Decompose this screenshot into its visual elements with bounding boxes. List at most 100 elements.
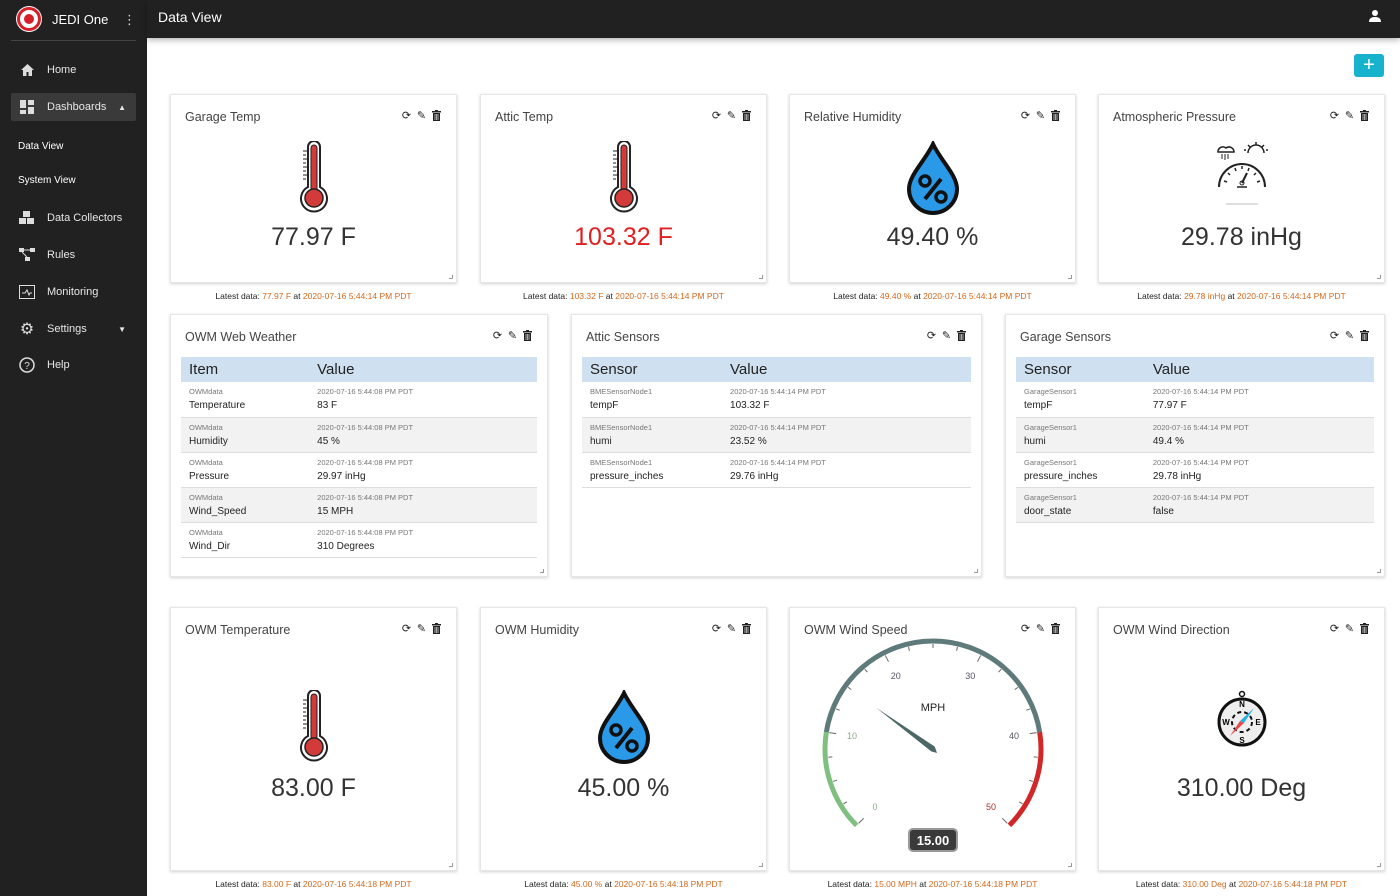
latest-at: at: [913, 291, 921, 301]
edit-pencil-icon[interactable]: ✎: [726, 622, 737, 635]
resize-handle[interactable]: [540, 569, 544, 573]
latest-time: 2020-07-16 5:44:18 PM PDT: [928, 879, 1038, 889]
refresh-icon[interactable]: ⟳: [492, 329, 503, 342]
sidebar-item-system-view[interactable]: System View: [18, 175, 76, 186]
trash-icon[interactable]: [741, 622, 752, 634]
trash-icon[interactable]: [1359, 622, 1370, 634]
gauge-unit: MPH: [921, 702, 946, 714]
edit-pencil-icon[interactable]: ✎: [941, 329, 952, 342]
sidebar-item-label: Data Collectors: [47, 212, 123, 224]
trash-icon[interactable]: [1359, 329, 1370, 341]
sidebar-item-rules[interactable]: Rules: [11, 241, 136, 269]
gauge-tick-label: 50: [986, 802, 996, 812]
gauge-tick-label: 0: [873, 802, 878, 812]
sidebar-item-help[interactable]: ? Help: [11, 351, 136, 379]
latest-at: at: [1228, 879, 1237, 889]
resize-handle[interactable]: [759, 863, 763, 867]
trash-icon[interactable]: [741, 109, 752, 121]
edit-pencil-icon[interactable]: ✎: [1344, 622, 1355, 635]
svg-text:W: W: [1222, 718, 1230, 727]
drop-icon: [481, 690, 766, 764]
edit-pencil-icon[interactable]: ✎: [1035, 109, 1046, 122]
latest-label: Latest data:: [523, 291, 568, 301]
row-source: OWMdata: [189, 422, 223, 432]
refresh-icon[interactable]: ⟳: [401, 622, 412, 635]
sidebar-item-data-collectors[interactable]: Data Collectors: [11, 204, 136, 232]
row-value: 23.52 %: [730, 435, 767, 447]
row-source: GarageSensor1: [1024, 457, 1077, 467]
card-owm-web-weather: OWM Web Weather ⟳ ✎ Item Value OWMdata Temper…: [170, 314, 548, 577]
resize-handle[interactable]: [1377, 863, 1381, 867]
edit-pencil-icon[interactable]: ✎: [507, 329, 518, 342]
brand[interactable]: JEDI One: [16, 6, 108, 32]
refresh-icon[interactable]: ⟳: [1329, 109, 1340, 122]
trash-icon[interactable]: [1050, 109, 1061, 121]
trash-icon[interactable]: [431, 109, 442, 121]
kebab-menu-icon[interactable]: ⋮: [123, 12, 136, 27]
sidebar: JEDI One ⋮ Home Dashboards ▲ Data View Sys…: [0, 0, 147, 896]
row-name: pressure_inches: [1024, 470, 1098, 482]
edit-pencil-icon[interactable]: ✎: [726, 109, 737, 122]
edit-pencil-icon[interactable]: ✎: [1344, 109, 1355, 122]
card-title: Garage Sensors: [1020, 330, 1112, 344]
add-widget-button[interactable]: +: [1354, 54, 1384, 77]
row-time: 2020-07-16 5:44:14 PM PDT: [730, 387, 826, 396]
sidebar-item-data-view[interactable]: Data View: [18, 141, 64, 152]
column-header: Item: [181, 357, 310, 382]
metric-value: 77.97 F: [271, 223, 356, 251]
caret-down-icon: ▼: [118, 324, 126, 334]
svg-text:?: ?: [24, 361, 30, 372]
refresh-icon[interactable]: ⟳: [1329, 622, 1340, 635]
gauge-tick: [998, 668, 1002, 673]
edit-pencil-icon[interactable]: ✎: [416, 109, 427, 122]
trash-icon[interactable]: [956, 329, 967, 341]
user-icon[interactable]: [1368, 9, 1382, 23]
row-time: 2020-07-16 5:44:14 PM PDT: [1152, 422, 1249, 432]
gauge-tick: [977, 655, 982, 662]
trash-icon[interactable]: [1050, 622, 1061, 634]
edit-pencil-icon[interactable]: ✎: [1035, 622, 1046, 635]
sidebar-item-monitoring[interactable]: Monitoring: [11, 278, 136, 306]
home-icon: [19, 62, 35, 78]
latest-label: Latest data:: [827, 879, 872, 889]
trash-icon[interactable]: [522, 329, 533, 341]
resize-handle[interactable]: [449, 863, 453, 867]
card-atmospheric-pressure: Atmospheric Pressure ⟳ ✎ 29.78 inHg: [1098, 94, 1385, 283]
gauge-needle: [876, 707, 937, 753]
refresh-icon[interactable]: ⟳: [926, 329, 937, 342]
resize-handle[interactable]: [449, 275, 453, 279]
refresh-icon[interactable]: ⟳: [1020, 622, 1031, 635]
refresh-icon[interactable]: ⟳: [711, 622, 722, 635]
sidebar-item-home[interactable]: Home: [11, 56, 136, 84]
refresh-icon[interactable]: ⟳: [401, 109, 412, 122]
trash-icon[interactable]: [431, 622, 442, 634]
resize-handle[interactable]: [1068, 275, 1072, 279]
column-header: Value: [722, 357, 971, 382]
card-actions: ⟳ ✎: [492, 329, 533, 342]
refresh-icon[interactable]: ⟳: [1329, 329, 1340, 342]
resize-handle[interactable]: [1377, 275, 1381, 279]
resize-handle[interactable]: [1068, 863, 1072, 867]
resize-handle[interactable]: [1377, 569, 1381, 573]
row-value: 29.76 inHg: [730, 470, 779, 482]
card-title: OWM Humidity: [495, 623, 580, 637]
edit-pencil-icon[interactable]: ✎: [416, 622, 427, 635]
row-source: GarageSensor1: [1024, 422, 1077, 432]
gauge-value: 15.00: [917, 833, 950, 848]
latest-time: 2020-07-16 5:44:18 PM PDT: [614, 879, 723, 889]
latest-at: at: [1227, 291, 1235, 301]
edit-pencil-icon[interactable]: ✎: [1344, 329, 1355, 342]
resize-handle[interactable]: [974, 569, 978, 573]
refresh-icon[interactable]: ⟳: [711, 109, 722, 122]
resize-handle[interactable]: [759, 275, 763, 279]
card-actions: ⟳ ✎: [711, 109, 752, 122]
gauge-tick-label: 20: [891, 671, 901, 681]
gauge-tick: [832, 779, 838, 782]
trash-icon[interactable]: [1359, 109, 1370, 121]
card-title: OWM Temperature: [185, 623, 291, 637]
table-row: OWMdata Temperature 2020-07-16 5:44:08 PM …: [181, 382, 537, 418]
refresh-icon[interactable]: ⟳: [1020, 109, 1031, 122]
sidebar-item-dashboards[interactable]: Dashboards ▲: [11, 93, 136, 121]
sidebar-item-settings[interactable]: ⚙ Settings ▼: [11, 315, 136, 343]
row-time: 2020-07-16 5:44:14 PM PDT: [1152, 492, 1249, 502]
